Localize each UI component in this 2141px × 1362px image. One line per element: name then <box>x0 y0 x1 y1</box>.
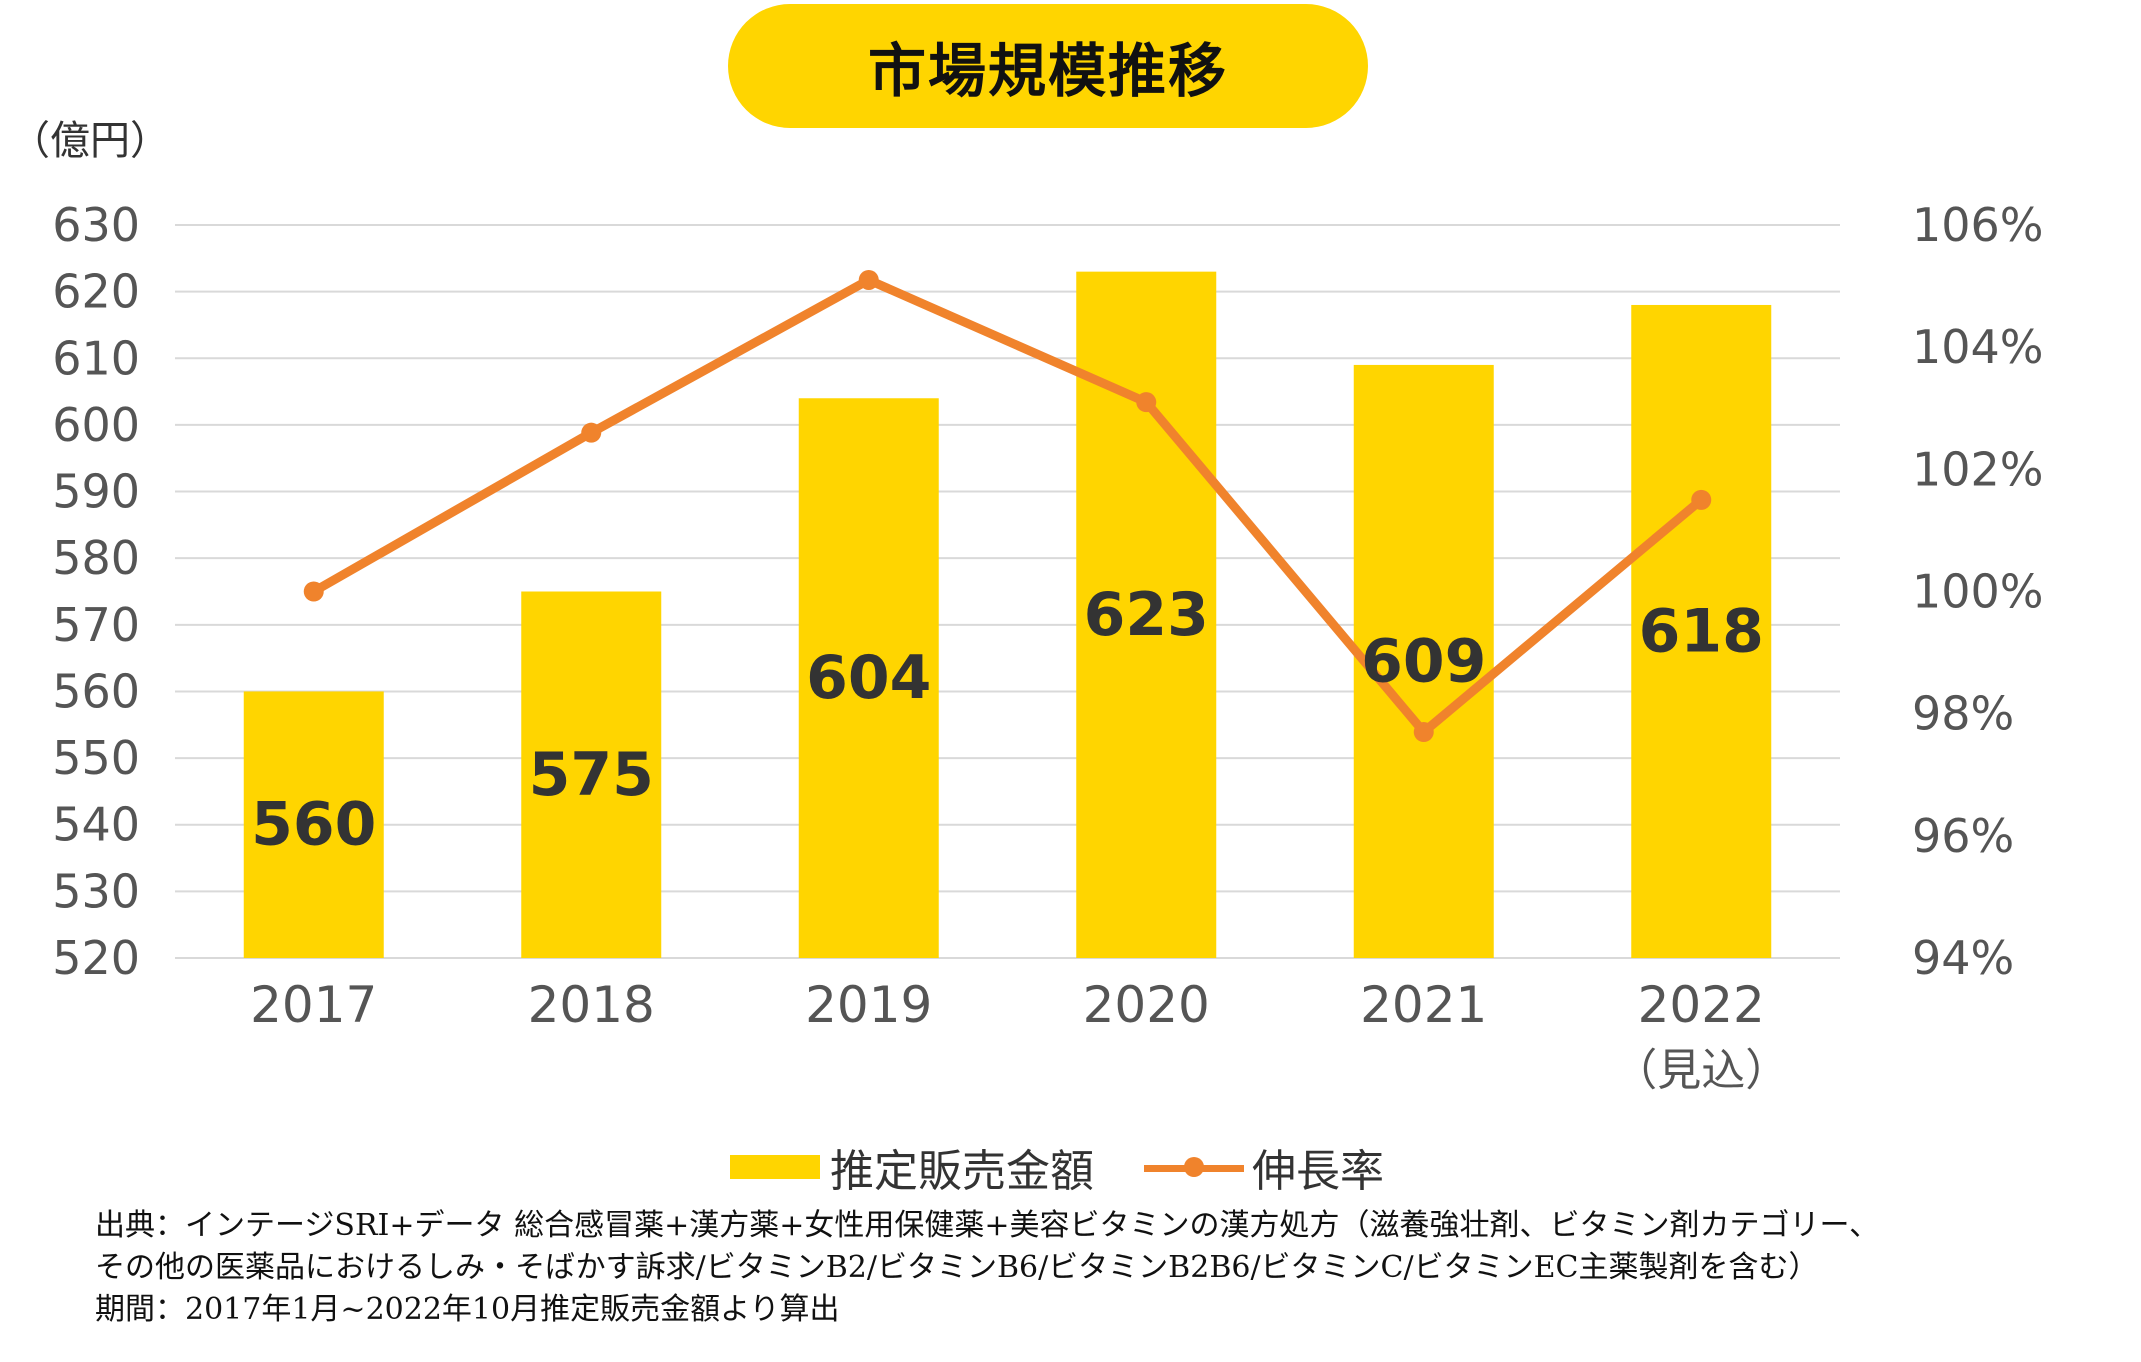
bar-label-2019: 604 <box>806 643 931 713</box>
legend-label-growth: 伸長率 <box>1252 1146 1384 1197</box>
legend: 推定販売金額 伸長率 <box>730 1135 1434 1199</box>
y2-tick-102pct: 102% <box>1912 442 2044 496</box>
source-note: 出典：インテージSRI+データ 総合感冒薬+漢方薬+女性用保健薬+美容ビタミンの… <box>95 1205 1879 1331</box>
y2-tick-94pct: 94% <box>1912 931 2014 985</box>
growth-point-2021 <box>1413 721 1434 742</box>
y2-tick-104pct: 104% <box>1912 320 2044 374</box>
source-line-1: 出典：インテージSRI+データ 総合感冒薬+漢方薬+女性用保健薬+美容ビタミンの… <box>95 1208 1880 1243</box>
legend-swatch-line <box>1144 1157 1244 1177</box>
y-tick-520: 520 <box>52 931 140 985</box>
y2-tick-100pct: 100% <box>1912 565 2044 619</box>
chart-title-badge: 市場規模推移 <box>728 4 1368 128</box>
x-tick-2019: 2019 <box>805 976 932 1034</box>
bar-label-2018: 575 <box>529 740 654 810</box>
y-tick-540: 540 <box>52 798 140 852</box>
source-line-2: その他の医薬品におけるしみ・そばかす訴求/ビタミンB2/ビタミンB6/ビタミンB… <box>95 1250 1819 1285</box>
y-tick-550: 550 <box>52 731 140 785</box>
y-tick-630: 630 <box>52 198 140 252</box>
legend-swatch-bar <box>730 1155 820 1179</box>
x-tick-2020: 2020 <box>1083 976 1210 1034</box>
x-sublabel-2022: （見込） <box>1613 1045 1789 1096</box>
bar-2017 <box>243 691 384 958</box>
chart-title: 市場規模推移 <box>867 37 1228 105</box>
bar-label-2020: 623 <box>1084 580 1209 650</box>
growth-point-2022 <box>1691 489 1712 510</box>
bar-label-2021: 609 <box>1361 626 1486 696</box>
bar-label-2022: 618 <box>1639 596 1764 666</box>
growth-point-2019 <box>858 269 879 290</box>
y-tick-620: 620 <box>52 265 140 319</box>
bar-2019 <box>798 398 939 959</box>
legend-label-sales: 推定販売金額 <box>830 1146 1094 1197</box>
growth-line <box>311 275 1705 737</box>
growth-point-2020 <box>1136 392 1157 413</box>
x-tick-2022: 2022 <box>1638 976 1765 1034</box>
growth-point-2017 <box>303 581 324 602</box>
y-tick-560: 560 <box>52 664 140 718</box>
x-tick-2021: 2021 <box>1360 976 1487 1034</box>
legend-item-growth: 伸長率 <box>1144 1135 1384 1199</box>
y-axis-label: （億円） <box>10 118 170 164</box>
source-line-3: 期間：2017年1月~2022年10月推定販売金額より算出 <box>95 1292 840 1327</box>
x-tick-2017: 2017 <box>250 976 377 1034</box>
y-tick-610: 610 <box>52 331 140 385</box>
legend-item-sales: 推定販売金額 <box>730 1135 1094 1199</box>
y-tick-580: 580 <box>52 531 140 585</box>
bar-label-2017: 560 <box>251 790 376 860</box>
y-tick-600: 600 <box>52 398 140 452</box>
bar-2021 <box>1353 364 1494 958</box>
bar-2018 <box>521 591 662 958</box>
x-tick-2018: 2018 <box>528 976 655 1034</box>
bar-2022 <box>1631 304 1772 958</box>
y2-tick-96pct: 96% <box>1912 809 2014 863</box>
y-tick-530: 530 <box>52 864 140 918</box>
y2-tick-106pct: 106% <box>1912 198 2044 252</box>
y-tick-570: 570 <box>52 598 140 652</box>
y2-tick-98pct: 98% <box>1912 687 2014 741</box>
growth-point-2018 <box>581 422 602 443</box>
y-tick-590: 590 <box>52 465 140 519</box>
